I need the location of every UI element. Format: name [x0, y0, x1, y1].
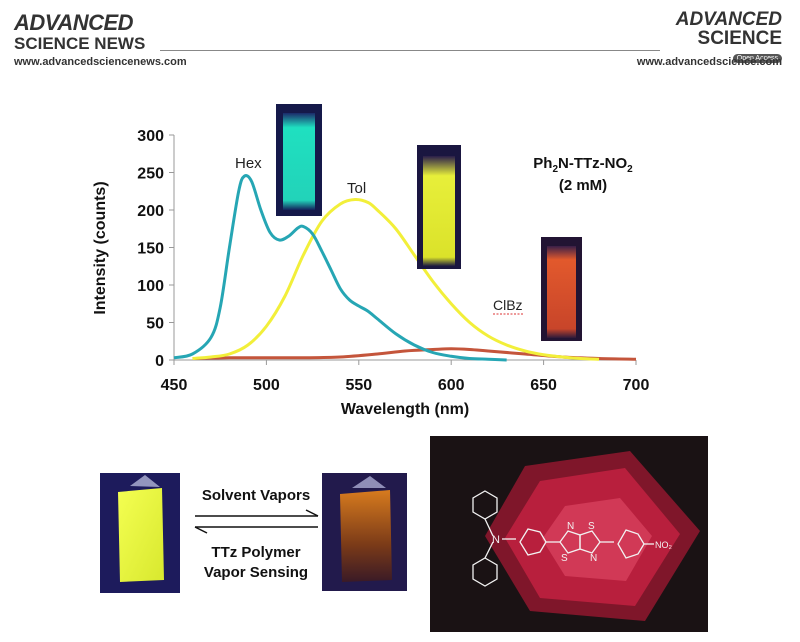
vapor-sensing-panel: Solvent Vapors TTz Polymer Vapor Sensing: [100, 473, 407, 593]
atom-sulfur-top: S: [588, 521, 595, 532]
y-tick-label: 300: [137, 128, 164, 145]
cuvette-photo-clbz: [541, 237, 582, 341]
arrow-label-bottom-line1: TTz Polymer: [211, 544, 300, 561]
series-lines: [173, 174, 637, 362]
y-tick-label: 250: [137, 166, 164, 183]
y-tick-label: 150: [137, 241, 164, 258]
brand-left-line1: ADVANCED: [14, 10, 134, 35]
brand-left-line2: SCIENCE NEWS: [14, 34, 146, 53]
atom-nitrogen-amine: N: [492, 534, 500, 546]
series-line-tol: [192, 197, 600, 361]
x-tick-label: 650: [530, 377, 557, 394]
orange-film-photo: [322, 473, 407, 591]
series-label-hex: Hex: [235, 155, 262, 172]
open-access-badge: Open Access: [732, 54, 782, 63]
atom-nitrogen-ring-bottom: N: [590, 553, 597, 564]
polymer-photo-panel: N N S S N NO₂: [430, 436, 708, 632]
series-label-tol: Tol: [347, 180, 366, 197]
y-axis-label: Intensity (counts): [92, 181, 109, 314]
molecule-structure: [472, 490, 654, 587]
series-label-clbz: ClBz: [493, 297, 523, 313]
cuvette-photo-tol: [417, 145, 461, 269]
brand-right-line2: SCIENCE: [697, 28, 782, 49]
compound-name: Ph2N-TTz-NO2: [533, 155, 633, 175]
journal-brand-left: ADVANCED SCIENCE NEWS: [14, 10, 146, 53]
journal-brand-right: ADVANCED SCIENCE Open Access: [676, 10, 782, 64]
nitro-group-label: NO₂: [655, 540, 673, 550]
x-axis-label: Wavelength (nm): [341, 401, 469, 418]
arrow-label-top: Solvent Vapors: [202, 487, 310, 504]
y-tick-label: 0: [155, 353, 164, 370]
x-tick-label: 700: [623, 377, 650, 394]
compound-concentration: (2 mM): [559, 177, 607, 194]
x-tick-label: 500: [253, 377, 280, 394]
y-tick-label: 100: [137, 278, 164, 295]
red-polymer-film: [485, 451, 700, 621]
series-line-hex: [173, 174, 507, 362]
emission-chart: 0 50 100 150 200 250 300 450 500 550 600 650 700 In…: [92, 104, 650, 418]
atom-sulfur-bottom: S: [561, 553, 568, 564]
left-url-link[interactable]: www.advancedsciencenews.com: [14, 56, 187, 68]
x-tick-label: 600: [438, 377, 465, 394]
x-tick-label: 450: [161, 377, 188, 394]
header-divider: [160, 50, 660, 51]
atom-nitrogen-ring-top: N: [567, 521, 574, 532]
y-tick-label: 50: [146, 316, 164, 333]
equilibrium-arrows: [194, 509, 319, 534]
y-tick-label: 200: [137, 203, 164, 220]
cuvette-photo-hex: [276, 104, 322, 216]
x-tick-label: 550: [345, 377, 372, 394]
arrow-label-bottom-line2: Vapor Sensing: [204, 564, 308, 581]
yellow-film-photo: [100, 473, 180, 593]
y-tick-labels: 0 50 100 150 200 250 300: [137, 128, 174, 370]
x-tick-labels: 450 500 550 600 650 700: [161, 360, 650, 394]
right-url-link[interactable]: www.advancedscience.com: [636, 56, 782, 68]
brand-right-line1: ADVANCED: [675, 9, 782, 30]
